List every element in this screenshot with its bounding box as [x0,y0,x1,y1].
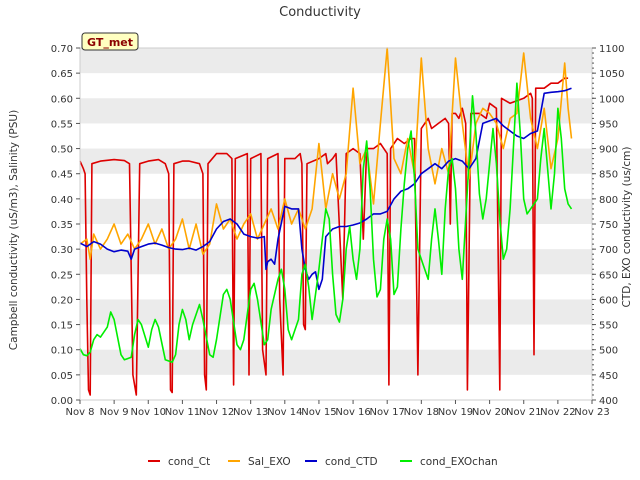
left-tick-label: 0.05 [51,371,73,382]
left-tick-label: 0.25 [51,270,73,281]
x-tick-label: Nov 10 [131,407,166,418]
right-axis-label: CTD, EXO conductivity (us/cm) [621,147,633,308]
grid-band [80,349,592,375]
right-tick-label: 550 [599,321,618,332]
x-tick-label: Nov 23 [574,407,609,418]
right-tick-label: 1100 [599,44,624,55]
left-tick-label: 0.20 [51,295,73,306]
x-tick-label: Nov 19 [438,407,473,418]
right-tick-label: 900 [599,145,618,156]
right-tick-label: 750 [599,220,618,231]
left-tick-label: 0.35 [51,220,73,231]
site-label: GT_met [87,36,133,49]
left-tick-label: 0.45 [51,170,73,181]
right-tick-label: 1000 [599,94,624,105]
x-tick-label: Nov 13 [233,407,268,418]
left-tick-label: 0.10 [51,346,73,357]
right-tick-label: 400 [599,396,618,407]
left-tick-label: 0.15 [51,321,73,332]
legend-item-cond-exochan: cond_EXOchan [400,456,498,468]
x-tick-label: Nov 12 [199,407,234,418]
left-axis-label: Campbell conductivity (uS/m3), Salinity … [8,110,20,350]
grid-bands [80,48,592,400]
legend-label: cond_Ct [168,456,210,468]
series-line-cond-ct [79,77,569,396]
right-tick-label: 500 [599,346,618,357]
legend: cond_Ct Sal_EXO cond_CTD cond_EXOchan [148,456,498,468]
right-axis: 400 450 500 550 600 650 700 750 800 850 900 950 1000… [592,44,624,407]
legend-label: Sal_EXO [248,456,291,468]
right-tick-label: 850 [599,170,618,181]
x-tick-label: Nov 18 [404,407,439,418]
site-label-background [81,32,139,51]
legend-label: cond_EXOchan [420,456,498,468]
chart-title: Conductivity [279,5,361,20]
left-tick-label: 0.65 [51,69,73,80]
x-tick-label: Nov 15 [301,407,336,418]
x-tick-label: Nov 14 [267,407,302,418]
x-tick-label: Nov 17 [369,407,404,418]
left-tick-label: 0.30 [51,245,73,256]
series-line-cond-ctd [79,87,572,291]
grid-band [80,249,592,275]
x-tick-label: Nov 16 [335,407,370,418]
legend-item-cond-ctd: cond_CTD [305,456,378,468]
x-tick-label: Nov 8 [65,407,94,418]
left-tick-label: 0.50 [51,145,73,156]
right-tick-label: 650 [599,270,618,281]
left-tick-label: 0.55 [51,119,73,130]
left-axis: 0.00 0.05 0.10 0.15 0.20 0.25 0.30 0.35 0.40 0.45… [51,44,80,407]
left-tick-label: 0.70 [51,44,73,55]
x-tick-label: Nov 9 [100,407,129,418]
x-tick-label: Nov 22 [540,407,575,418]
x-tick-label: Nov 21 [506,407,541,418]
right-tick-label: 950 [599,119,618,130]
left-tick-label: 0.40 [51,195,73,206]
grid-band [80,98,592,124]
x-tick-label: Nov 20 [472,407,507,418]
site-label-box: GT_met [81,32,139,51]
series-line-cond-exochan [79,82,573,364]
right-tick-label: 700 [599,245,618,256]
right-tick-label: 800 [599,195,618,206]
right-tick-label: 600 [599,295,618,306]
legend-label: cond_CTD [325,456,378,468]
right-tick-label: 450 [599,371,618,382]
grid-band [80,198,592,224]
legend-item-cond-ct: cond_Ct [148,456,210,468]
left-tick-label: 0.60 [51,94,73,105]
left-tick-label: 0.00 [51,396,73,407]
grid-band [80,48,592,74]
legend-item-sal-exo: Sal_EXO [228,456,291,468]
right-tick-label: 1050 [599,69,624,80]
series-layer [79,47,573,396]
x-tick-label: Nov 11 [165,407,200,418]
